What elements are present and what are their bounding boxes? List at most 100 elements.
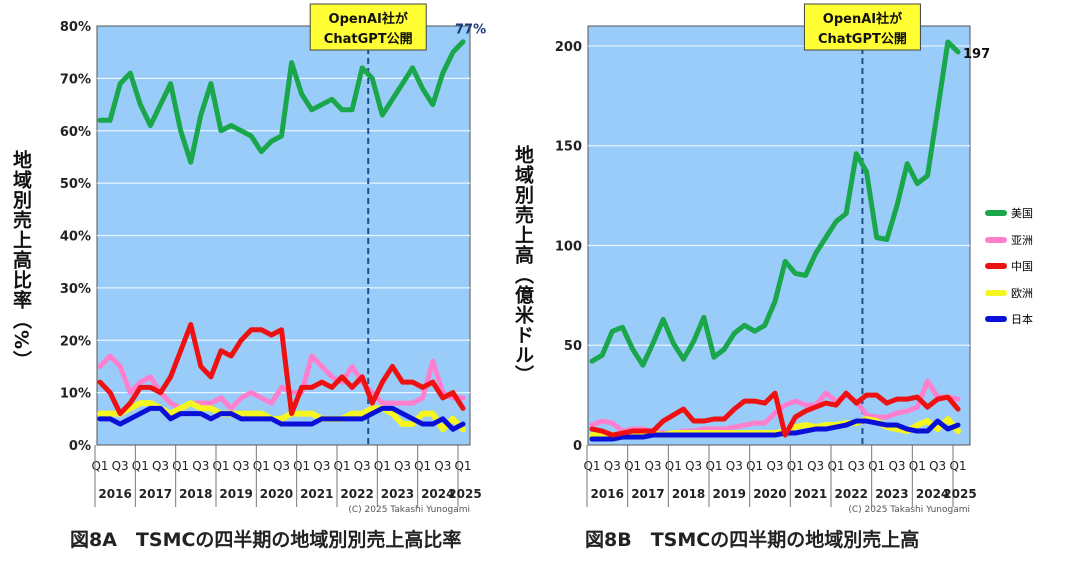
- x-tick-label: Q1: [868, 459, 885, 473]
- chart-title-a: 図8A TSMCの四半期の地域別別売上高比率: [70, 529, 462, 551]
- x-tick-label: Q1: [827, 459, 844, 473]
- series-line-japan: [589, 418, 961, 442]
- year-label: 2016: [98, 487, 131, 501]
- x-tick-label: Q1: [454, 459, 471, 473]
- x-tick-label: Q1: [583, 459, 600, 473]
- x-tick-label: Q1: [665, 459, 682, 473]
- y-tick-label: 20%: [60, 334, 91, 349]
- y-tick-label: 10%: [60, 387, 91, 402]
- legend-item-usa: 美国: [985, 200, 1033, 227]
- x-tick-label: Q3: [644, 459, 661, 473]
- series-line-japan: [97, 405, 466, 432]
- copyright: (C) 2025 Takashi Yunogami: [848, 505, 970, 515]
- x-tick-label: Q3: [848, 459, 865, 473]
- y-tick-label: 0%: [69, 439, 91, 454]
- y-tick-label: 60%: [60, 125, 91, 140]
- x-tick-label: Q3: [273, 459, 290, 473]
- annotation-line2: ChatGPT公開: [818, 32, 907, 47]
- y-tick-label: 100: [555, 239, 582, 254]
- x-tick-label: Q1: [746, 459, 763, 473]
- year-label: 2019: [219, 487, 252, 501]
- annotation-box: [309, 3, 427, 51]
- year-label: 2022: [340, 487, 373, 501]
- year-label: 2024: [916, 487, 949, 501]
- x-tick-label: Q3: [807, 459, 824, 473]
- year-label: 2025: [448, 487, 481, 501]
- x-tick-label: Q3: [726, 459, 743, 473]
- y-tick-label: 70%: [60, 72, 91, 87]
- year-label: 2022: [835, 487, 868, 501]
- x-tick-label: Q3: [766, 459, 783, 473]
- year-label: 2024: [421, 487, 454, 501]
- legend-item-japan: 日本: [985, 306, 1033, 333]
- annotation-box: [803, 3, 921, 51]
- end-value-label: 197: [963, 47, 990, 62]
- plot-area: [587, 25, 971, 446]
- x-tick-label: Q1: [132, 459, 149, 473]
- y-tick-label: 30%: [60, 282, 91, 297]
- year-label: 2016: [591, 487, 624, 501]
- series-line-china: [589, 390, 961, 438]
- x-tick-label: Q1: [374, 459, 391, 473]
- x-tick-label: Q3: [233, 459, 250, 473]
- year-label: 2017: [139, 487, 172, 501]
- y-tick-label: 50: [564, 339, 582, 354]
- copyright: (C) 2025 Takashi Yunogami: [348, 505, 470, 515]
- series-line-china: [97, 322, 466, 417]
- y-axis-label-a: 地域別売上高比率（%）: [10, 150, 32, 371]
- year-label: 2020: [753, 487, 786, 501]
- legend-item-asia: 亚洲: [985, 227, 1033, 254]
- year-label: 2017: [631, 487, 664, 501]
- year-label: 2021: [794, 487, 827, 501]
- y-tick-label: 50%: [60, 177, 91, 192]
- y-tick-label: 40%: [60, 230, 91, 245]
- annotation-line2: ChatGPT公開: [324, 32, 413, 47]
- year-label: 2018: [672, 487, 705, 501]
- x-tick-label: Q3: [112, 459, 129, 473]
- annotation-line1: OpenAI社が: [823, 11, 902, 27]
- x-tick-label: Q1: [624, 459, 641, 473]
- series-line-usa: [97, 39, 466, 165]
- y-tick-label: 0: [573, 439, 582, 454]
- x-tick-label: Q1: [414, 459, 431, 473]
- year-label: 2021: [300, 487, 333, 501]
- x-tick-label: Q3: [888, 459, 905, 473]
- x-tick-label: Q3: [604, 459, 621, 473]
- x-tick-label: Q1: [949, 459, 966, 473]
- x-tick-label: Q3: [394, 459, 411, 473]
- legend: 美国 亚洲 中国 欧洲 日本: [985, 200, 1033, 333]
- x-tick-label: Q3: [192, 459, 209, 473]
- year-label: 2025: [943, 487, 976, 501]
- end-value-label: 77%: [455, 23, 486, 38]
- year-label: 2023: [381, 487, 414, 501]
- x-tick-label: Q1: [333, 459, 350, 473]
- x-tick-label: Q1: [212, 459, 229, 473]
- x-tick-label: Q1: [705, 459, 722, 473]
- x-tick-label: Q1: [909, 459, 926, 473]
- y-tick-label: 80%: [60, 20, 91, 35]
- y-tick-label: 200: [555, 40, 582, 55]
- x-tick-label: Q1: [91, 459, 108, 473]
- legend-item-china: 中国: [985, 253, 1033, 280]
- annotation-line1: OpenAI社が: [329, 11, 408, 27]
- x-tick-label: Q3: [313, 459, 330, 473]
- x-tick-label: Q3: [929, 459, 946, 473]
- x-tick-label: Q1: [787, 459, 804, 473]
- year-label: 2020: [260, 487, 293, 501]
- x-tick-label: Q3: [434, 459, 451, 473]
- y-tick-label: 150: [555, 140, 582, 155]
- y-axis-label-b: 地域別売上高（億米ドル）: [512, 145, 534, 385]
- x-tick-label: Q3: [152, 459, 169, 473]
- series-line-usa: [589, 39, 961, 368]
- x-tick-label: Q3: [354, 459, 371, 473]
- x-tick-label: Q3: [685, 459, 702, 473]
- x-tick-label: Q1: [172, 459, 189, 473]
- legend-item-europe: 欧洲: [985, 280, 1033, 307]
- year-label: 2023: [875, 487, 908, 501]
- year-label: 2019: [713, 487, 746, 501]
- x-tick-label: Q1: [293, 459, 310, 473]
- year-label: 2018: [179, 487, 212, 501]
- chart-title-b: 図8B TSMCの四半期の地域別売上高: [585, 529, 920, 551]
